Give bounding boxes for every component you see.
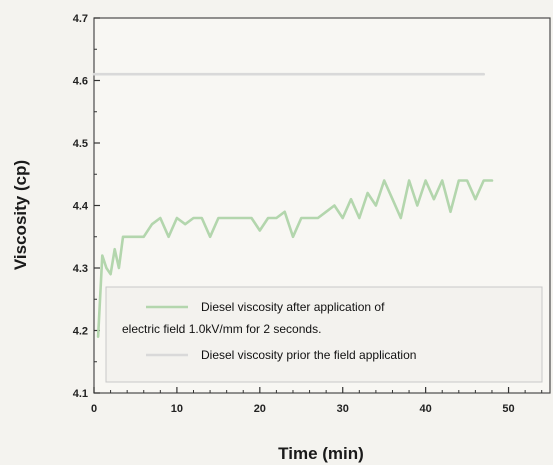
x-tick-label: 20	[254, 403, 266, 415]
legend-label-1-line-1: Diesel viscosity after application of	[201, 300, 385, 314]
x-tick-label: 10	[171, 403, 183, 415]
x-tick-label: 0	[91, 403, 97, 415]
legend-label-2: Diesel viscosity prior the field applica…	[201, 348, 416, 362]
y-tick-label: 4.3	[73, 263, 88, 275]
series-group	[92, 72, 494, 339]
x-tick-label: 50	[502, 403, 514, 415]
legend-label-1-line-2: electric field 1.0kV/mm for 2 seconds.	[122, 322, 321, 336]
y-tick-label: 4.7	[73, 13, 88, 25]
y-tick-label: 4.2	[73, 326, 88, 338]
legend-box	[105, 286, 543, 383]
y-tick-label: 4.5	[73, 138, 88, 150]
y-tick-label: 4.1	[73, 388, 88, 400]
x-axis-title: Time (min)	[278, 444, 364, 463]
x-tick-label: 40	[420, 403, 432, 415]
y-tick-label: 4.4	[73, 201, 89, 213]
y-tick-label: 4.6	[73, 76, 88, 88]
legend: Diesel viscosity after application of ele…	[105, 286, 543, 383]
x-tick-label: 30	[337, 403, 349, 415]
y-axis-title: Viscosity (cp)	[11, 160, 30, 270]
axes: 4.1 4.2 4.3 4.4 4.5 4.6 4.7 0 10 20 30 40 50	[73, 13, 543, 415]
series-line-1	[96, 179, 494, 339]
